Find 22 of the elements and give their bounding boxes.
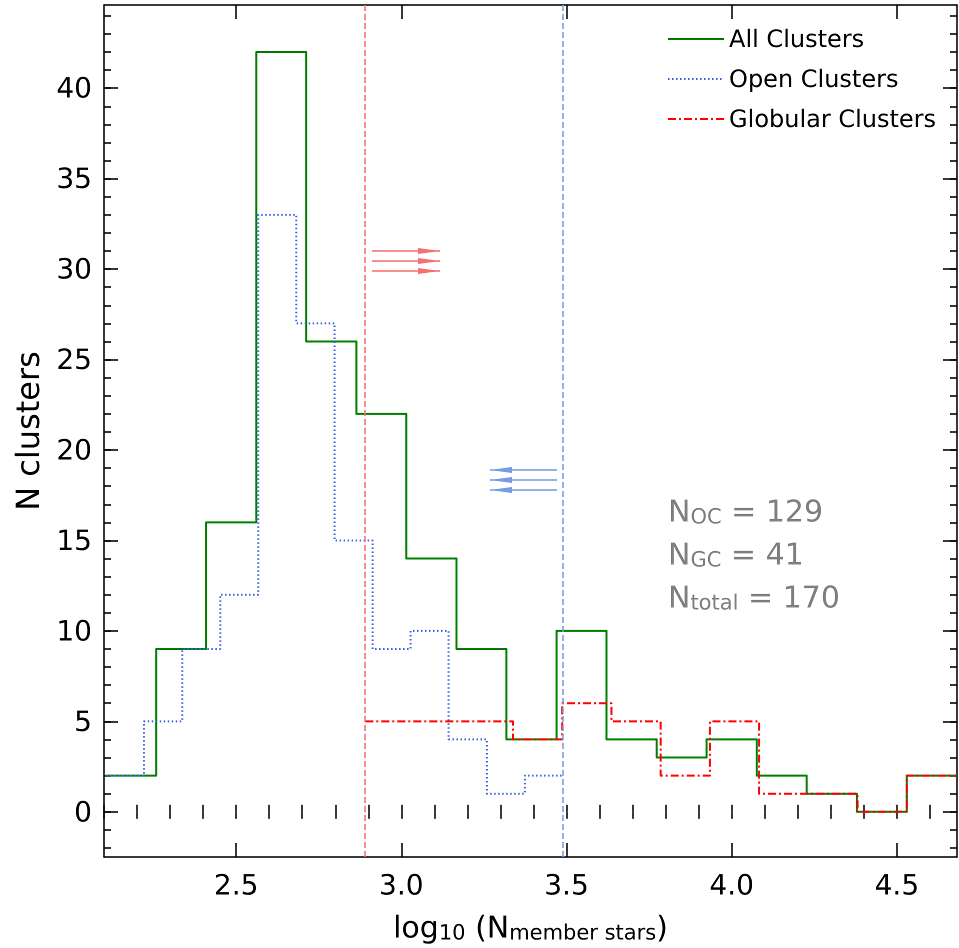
x-tick-label: 2.5 [214, 868, 258, 902]
y-tick-label: 20 [56, 433, 92, 466]
y-tick-label: 0 [74, 795, 92, 828]
y-tick-label: 35 [56, 162, 92, 196]
x-axis-title: log10 (Nmember stars) [393, 910, 668, 946]
annotation: NOC = 129 [668, 494, 824, 530]
y-axis-title: N clusters [9, 351, 47, 511]
y-tick-label: 10 [56, 614, 92, 648]
x-tick-label: 4.5 [874, 868, 920, 902]
legend-label: Open Clusters [729, 65, 898, 93]
legend-label: Globular Clusters [729, 105, 936, 133]
y-tick-label: 30 [56, 252, 92, 286]
y-tick-label: 25 [56, 343, 92, 376]
y-tick-label: 15 [56, 524, 92, 557]
legend-label: All Clusters [729, 25, 864, 53]
y-tick-label: 40 [56, 72, 92, 105]
x-tick-label: 4.0 [709, 868, 754, 902]
y-tick-label: 5 [74, 704, 92, 738]
x-tick-label: 3.0 [379, 868, 424, 902]
x-tick-label: 3.5 [544, 868, 589, 902]
annotation: Ntotal = 170 [668, 580, 840, 616]
annotation: NGC = 41 [668, 538, 804, 572]
